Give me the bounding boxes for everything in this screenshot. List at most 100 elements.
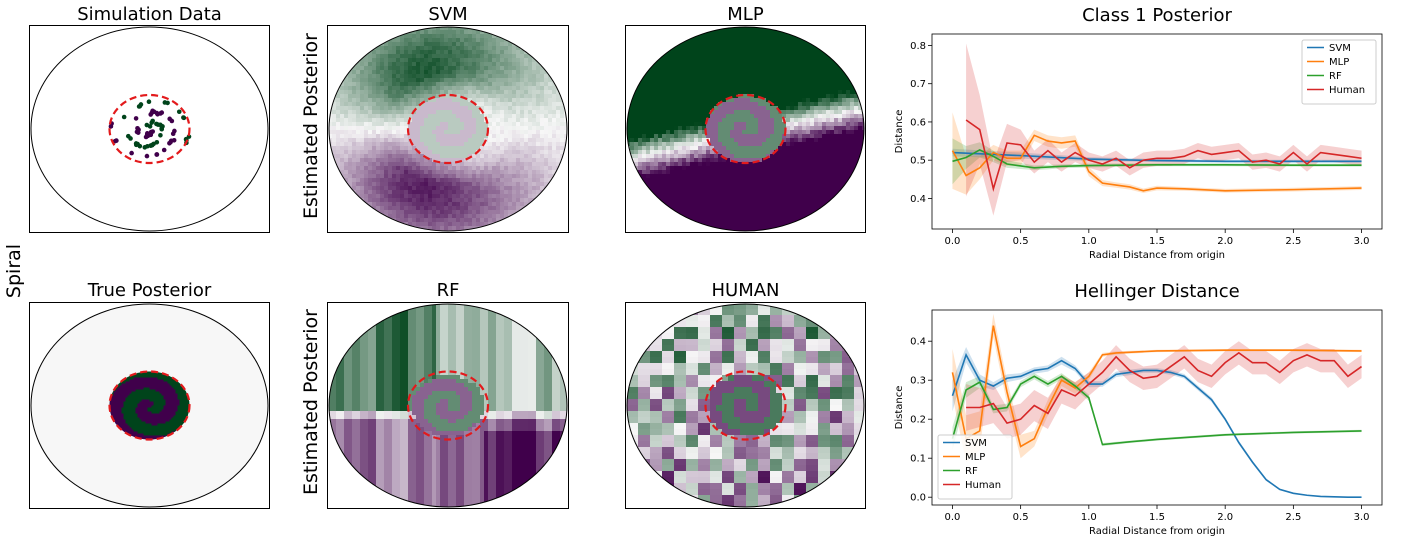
sample-point [135, 141, 140, 147]
series-line-svm [951, 352, 1362, 498]
legend: SVM MLP RF Human [937, 434, 1013, 500]
simulation-data-panel [29, 25, 270, 233]
sample-point [136, 127, 141, 133]
red-dashed-circle [406, 370, 490, 441]
boundary-ellipse [626, 303, 865, 508]
confidence-band-human [966, 341, 1362, 439]
panel-title-simulation: Simulation Data [77, 4, 222, 25]
sample-point [121, 114, 127, 120]
side-label-top: Estimated Posterior [300, 33, 322, 219]
x-tick-label: 1.0 [1081, 236, 1097, 247]
panel-title-svm: SVM [428, 4, 468, 25]
legend-entry: Human [965, 480, 1001, 491]
y-tick-label: 0.2 [910, 415, 926, 426]
sample-point [158, 132, 163, 138]
svm-posterior-map [328, 26, 568, 232]
x-tick-label: 0.5 [1013, 512, 1029, 523]
sample-point [145, 132, 150, 137]
true-posterior-panel [29, 302, 270, 509]
x-tick-label: 2.0 [1217, 512, 1233, 523]
legend-entry: MLP [965, 452, 985, 463]
x-tick-label: 1.5 [1149, 236, 1165, 247]
series-line-human [965, 119, 1362, 192]
sample-point [154, 121, 159, 127]
series-line-mlp [951, 325, 1362, 448]
sample-point [165, 100, 170, 106]
side-label-bottom: Estimated Posterior [300, 309, 322, 495]
confidence-band-svm [952, 148, 1362, 163]
x-tick-label: 0.0 [945, 512, 961, 523]
legend-entry: Human [1329, 85, 1365, 96]
sample-point [181, 115, 187, 121]
boundary-ellipse [626, 26, 865, 232]
series-line-rf [952, 148, 1362, 169]
x-tick-label: 0.0 [945, 236, 961, 247]
panel-title-rf: RF [436, 280, 460, 301]
y-tick-label: 0.4 [910, 194, 926, 205]
sample-point [144, 122, 150, 128]
sample-point [155, 111, 160, 117]
series-line-svm [952, 151, 1362, 163]
x-tick-label: 2.0 [1217, 236, 1233, 247]
y-tick-label: 0.6 [910, 117, 926, 128]
class1-posterior-chart: Class 1 Posterior 0.0 0.5 1.0 1.5 2.0 2.5 3.0 0.… [894, 5, 1383, 261]
y-axis-label: Distance [894, 110, 905, 154]
chart-title: Hellinger Distance [1074, 281, 1239, 302]
y-tick-label: 0.7 [910, 79, 926, 90]
legend: SVM MLP RF Human [1301, 39, 1377, 105]
mlp-posterior-panel [625, 25, 866, 233]
sample-point [176, 109, 182, 115]
x-tick-label: 0.5 [1013, 236, 1029, 247]
legend-entry: MLP [1329, 57, 1349, 68]
x-tick-label: 1.5 [1149, 512, 1165, 523]
svm-posterior-panel [327, 25, 569, 233]
rf-posterior-panel [327, 302, 569, 509]
sample-point [149, 142, 155, 148]
legend-entry: SVM [965, 438, 987, 449]
chart-title: Class 1 Posterior [1082, 5, 1232, 26]
sample-point [167, 116, 172, 122]
sample-point [149, 120, 155, 125]
row-label-spiral: Spiral [3, 243, 25, 299]
series-line-human [966, 351, 1363, 425]
posterior-heatmap [627, 27, 864, 231]
sample-point [145, 143, 150, 149]
y-tick-label: 0.5 [910, 156, 926, 167]
sample-point [146, 99, 152, 104]
posterior-heatmap [329, 27, 567, 231]
red-dashed-circle [704, 370, 787, 441]
panel-title-true-posterior: True Posterior [87, 280, 212, 301]
sample-point [138, 102, 144, 107]
sample-point [128, 136, 133, 141]
sample-point [154, 152, 159, 157]
x-axis-label: Radial Distance from origin [1089, 526, 1225, 537]
human-posterior-panel [625, 302, 866, 509]
red-dashed-circle [704, 93, 787, 165]
mlp-posterior-map [626, 26, 865, 232]
panel-title-mlp: MLP [727, 4, 764, 25]
rf-posterior-map [328, 303, 568, 508]
boundary-ellipse [30, 26, 269, 232]
sample-point [167, 140, 172, 146]
legend-entry: SVM [1329, 43, 1351, 54]
sample-point [171, 137, 177, 143]
sample-point [129, 150, 134, 156]
hellinger-distance-chart: Hellinger Distance 0.0 0.5 1.0 1.5 2.0 2.5 3.0 0… [894, 281, 1383, 537]
sample-point [133, 116, 139, 121]
legend-entry: RF [965, 466, 978, 477]
red-dashed-circle [108, 370, 191, 441]
sample-point [161, 147, 167, 153]
y-tick-label: 0.4 [910, 337, 926, 348]
y-axis-label: Distance [894, 386, 905, 430]
y-tick-label: 0.0 [910, 493, 926, 504]
x-tick-label: 2.5 [1285, 236, 1301, 247]
true-posterior-map [30, 303, 269, 508]
red-dashed-circle [406, 93, 490, 165]
x-tick-label: 3.0 [1354, 512, 1370, 523]
y-tick-label: 0.8 [910, 41, 926, 52]
red-dashed-circle [108, 93, 191, 165]
human-posterior-map [626, 303, 865, 508]
sample-point [148, 112, 154, 117]
sample-point [159, 126, 165, 132]
sample-point [158, 122, 163, 128]
